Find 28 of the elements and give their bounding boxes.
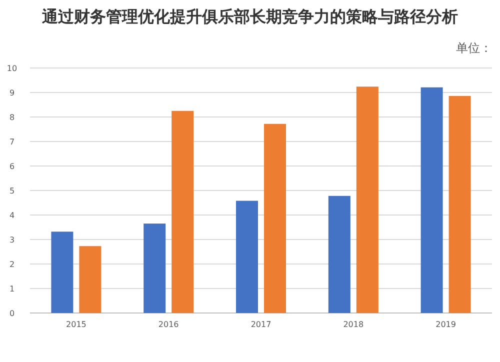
bar — [51, 232, 74, 313]
bar — [356, 86, 378, 313]
y-tick-label: 2 — [9, 260, 15, 269]
bar — [144, 224, 166, 313]
bar — [236, 200, 258, 313]
y-tick-label: 9 — [9, 88, 15, 98]
bar — [448, 96, 471, 313]
x-tick-label: 2019 — [436, 320, 456, 329]
y-tick-label: 6 — [9, 162, 15, 171]
y-tick-label: 1 — [9, 284, 15, 294]
y-tick-label: 8 — [9, 113, 15, 122]
bar — [420, 87, 443, 313]
y-tick-label: 0 — [9, 309, 15, 318]
y-tick-label: 3 — [9, 236, 15, 244]
y-tick-label: 5 — [9, 186, 15, 196]
x-tick-label: 2017 — [250, 320, 272, 329]
bar — [172, 110, 194, 313]
x-tick-label: 2016 — [158, 320, 179, 329]
bar — [264, 124, 286, 313]
chart-title: 通过财务管理优化提升俱乐部长期竞争力的策略与路径分析 — [41, 7, 458, 26]
y-tick-label: 10 — [6, 64, 18, 73]
y-tick-label: 4 — [9, 211, 15, 220]
y-tick-label: 7 — [9, 138, 15, 146]
x-tick-label: 2018 — [343, 320, 364, 329]
bar — [328, 196, 350, 313]
bar — [79, 246, 102, 313]
text: 单位： — [456, 41, 492, 55]
x-tick-label: 2015 — [66, 320, 86, 329]
